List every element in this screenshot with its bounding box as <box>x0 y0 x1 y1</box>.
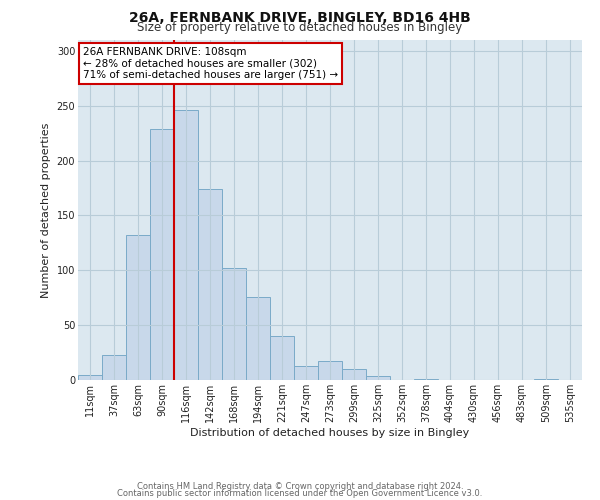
Bar <box>534 379 558 380</box>
Y-axis label: Number of detached properties: Number of detached properties <box>41 122 51 298</box>
Text: Contains HM Land Registry data © Crown copyright and database right 2024.: Contains HM Land Registry data © Crown c… <box>137 482 463 491</box>
Bar <box>366 376 390 380</box>
Bar <box>78 374 102 380</box>
Bar <box>414 379 438 380</box>
Bar <box>174 110 198 380</box>
Bar <box>270 336 294 380</box>
Bar <box>150 129 174 380</box>
Bar <box>198 189 222 380</box>
Text: Contains public sector information licensed under the Open Government Licence v3: Contains public sector information licen… <box>118 488 482 498</box>
Text: Size of property relative to detached houses in Bingley: Size of property relative to detached ho… <box>137 21 463 34</box>
Text: 26A, FERNBANK DRIVE, BINGLEY, BD16 4HB: 26A, FERNBANK DRIVE, BINGLEY, BD16 4HB <box>129 11 471 25</box>
Bar <box>102 355 126 380</box>
Bar <box>342 369 366 380</box>
Bar <box>294 366 318 380</box>
Bar <box>318 362 342 380</box>
Text: 26A FERNBANK DRIVE: 108sqm
← 28% of detached houses are smaller (302)
71% of sem: 26A FERNBANK DRIVE: 108sqm ← 28% of deta… <box>83 47 338 80</box>
Bar <box>246 296 270 380</box>
X-axis label: Distribution of detached houses by size in Bingley: Distribution of detached houses by size … <box>190 428 470 438</box>
Bar <box>126 235 150 380</box>
Bar <box>222 268 246 380</box>
